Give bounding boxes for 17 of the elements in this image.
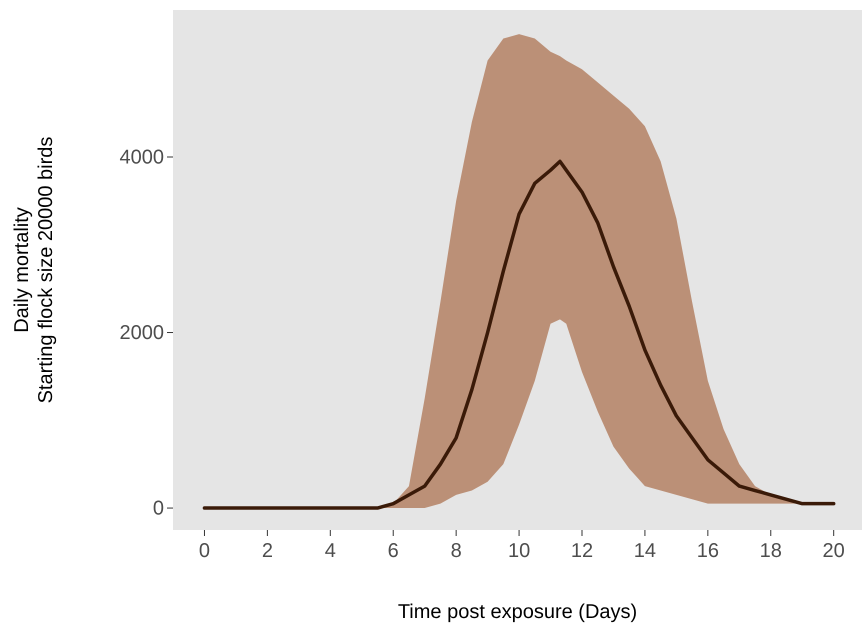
x-tick-label: 16 <box>696 540 719 562</box>
x-tick-label: 14 <box>634 540 656 562</box>
x-tick-label: 20 <box>822 540 845 562</box>
x-tick-label: 4 <box>324 540 336 562</box>
y-tick-label: 2000 <box>120 322 164 344</box>
x-tick-label: 2 <box>262 540 273 562</box>
x-tick-label: 12 <box>570 540 594 562</box>
y-tick-label: 0 <box>152 497 164 520</box>
x-tick-label: 6 <box>388 540 399 562</box>
line-series <box>202 160 836 510</box>
x-tick-label: 18 <box>760 540 782 562</box>
x-tick-label: 8 <box>450 540 462 562</box>
x-tick-label: 10 <box>508 540 530 562</box>
x-axis-title: Time post exposure (Days) <box>398 601 638 623</box>
x-tick-label: 0 <box>198 540 210 562</box>
y-tick-label: 4000 <box>120 146 164 168</box>
y-axis-title: Daily mortality Starting flock size 20000 birds <box>11 136 57 404</box>
